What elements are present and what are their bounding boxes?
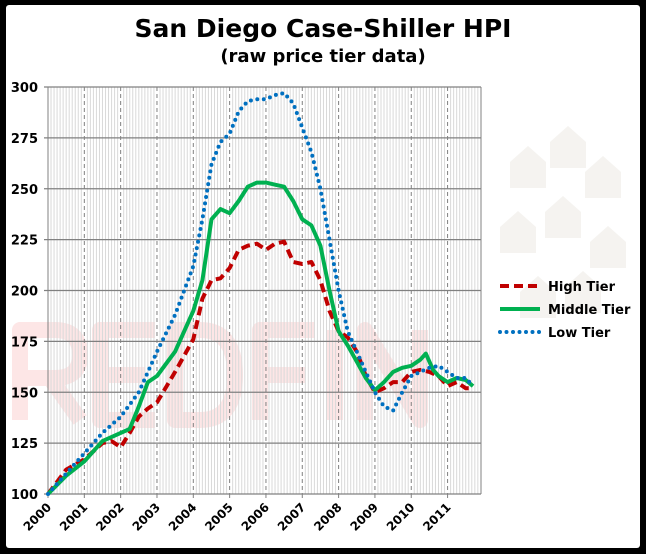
x-tick-label: 2001 bbox=[57, 500, 91, 534]
x-tick-label: 2005 bbox=[202, 500, 236, 534]
chart-subtitle: (raw price tier data) bbox=[220, 46, 426, 67]
house-watermark-icon bbox=[545, 196, 581, 238]
y-tick-label: 150 bbox=[11, 386, 38, 401]
y-tick-label: 125 bbox=[11, 437, 38, 452]
house-watermark-icon bbox=[585, 156, 621, 198]
x-tick-label: 2000 bbox=[21, 500, 55, 534]
y-tick-label: 100 bbox=[11, 488, 38, 503]
x-tick-label: 2003 bbox=[130, 500, 164, 534]
x-tick-label: 2009 bbox=[348, 500, 382, 534]
x-tick-label: 2011 bbox=[420, 500, 454, 534]
y-tick-label: 200 bbox=[11, 285, 38, 300]
x-tick-label: 2002 bbox=[93, 500, 127, 534]
house-watermark-icon bbox=[590, 226, 626, 268]
series-high-tier-line bbox=[46, 239, 473, 496]
legend-middle-tier-label: Middle Tier bbox=[548, 303, 631, 318]
house-watermark-icon bbox=[500, 211, 536, 253]
legend-low-tier-label: Low Tier bbox=[548, 326, 611, 341]
x-tick-label: 2010 bbox=[384, 500, 418, 534]
series-middle-tier-line bbox=[46, 180, 475, 496]
y-tick-label: 175 bbox=[11, 335, 38, 350]
y-tick-label: 225 bbox=[11, 234, 38, 249]
x-tick-label: 2008 bbox=[311, 500, 345, 534]
y-tick-label: 250 bbox=[11, 183, 38, 198]
y-tick-label: 300 bbox=[11, 81, 38, 96]
chart-title: San Diego Case-Shiller HPI bbox=[134, 14, 512, 43]
y-tick-label: 275 bbox=[11, 132, 38, 147]
x-tick-label: 2004 bbox=[166, 500, 200, 534]
house-watermark-icon bbox=[550, 126, 586, 168]
x-tick-label: 2007 bbox=[275, 500, 309, 534]
watermark-letter bbox=[92, 322, 155, 428]
x-tick-label: 2006 bbox=[239, 500, 273, 534]
legend-high-tier-label: High Tier bbox=[548, 280, 616, 295]
house-watermark-icon bbox=[510, 146, 546, 188]
series-low-tier-line bbox=[46, 91, 475, 496]
house-watermark-icon bbox=[565, 271, 601, 313]
